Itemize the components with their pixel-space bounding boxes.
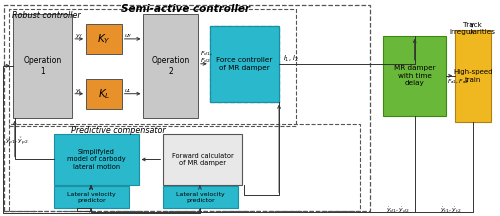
Bar <box>455 30 491 122</box>
Text: High-speed
train: High-speed train <box>454 69 493 83</box>
Text: Operation
2: Operation 2 <box>152 56 190 76</box>
Text: $\dot{y}_{t1}, \dot{y}_{t2}$: $\dot{y}_{t1}, \dot{y}_{t2}$ <box>440 206 462 215</box>
Bar <box>144 14 198 118</box>
Text: Simplifyied
model of carbody
lateral motion: Simplifyied model of carbody lateral mot… <box>67 149 126 170</box>
Text: MR damper
with time
delay: MR damper with time delay <box>394 65 436 86</box>
Bar <box>54 186 128 208</box>
Text: $u_Y$: $u_Y$ <box>124 32 133 40</box>
Bar <box>54 133 138 185</box>
Bar <box>4 5 370 211</box>
Bar <box>210 26 279 102</box>
Bar <box>9 124 360 211</box>
Bar <box>383 36 446 116</box>
Text: $\dot{y}_{d1}, \dot{y}_{d2}$: $\dot{y}_{d1}, \dot{y}_{d2}$ <box>386 206 409 215</box>
Text: $I_1$, $I_2$: $I_1$, $I_2$ <box>283 54 299 64</box>
Bar <box>86 79 122 109</box>
Text: $K_Y$: $K_Y$ <box>97 32 111 46</box>
Bar <box>13 14 72 118</box>
Text: Semi-active controller: Semi-active controller <box>120 4 250 14</box>
Text: $F_{d1},$: $F_{d1},$ <box>200 49 212 58</box>
Bar <box>9 9 296 125</box>
Bar <box>164 133 242 185</box>
Bar <box>86 24 122 54</box>
Text: $y_L$: $y_L$ <box>74 87 82 95</box>
Bar <box>164 186 238 208</box>
Text: $\tilde{y}_{p1}, \tilde{\dot{y}}_{p2}$: $\tilde{y}_{p1}, \tilde{\dot{y}}_{p2}$ <box>5 135 28 148</box>
Text: Track
irregularities: Track irregularities <box>449 22 495 35</box>
Text: Forward calculator
of MR damper: Forward calculator of MR damper <box>172 153 234 166</box>
Text: Predictive compensator: Predictive compensator <box>72 125 166 135</box>
Text: $y_Y$: $y_Y$ <box>74 32 84 40</box>
Text: $F_{d2}$: $F_{d2}$ <box>200 56 210 65</box>
Text: $F_{a1}, F_{a2}$: $F_{a1}, F_{a2}$ <box>448 77 469 86</box>
Text: Lateral velocity
predictor: Lateral velocity predictor <box>176 192 225 203</box>
Text: Operation
1: Operation 1 <box>24 56 62 76</box>
Text: $u_L$: $u_L$ <box>124 87 132 95</box>
Text: $K_L$: $K_L$ <box>98 87 110 101</box>
Text: Lateral velocity
predictor: Lateral velocity predictor <box>67 192 116 203</box>
Text: Force controller
of MR damper: Force controller of MR damper <box>216 57 272 71</box>
Bar <box>210 26 279 102</box>
Text: Robust controller: Robust controller <box>12 11 80 20</box>
